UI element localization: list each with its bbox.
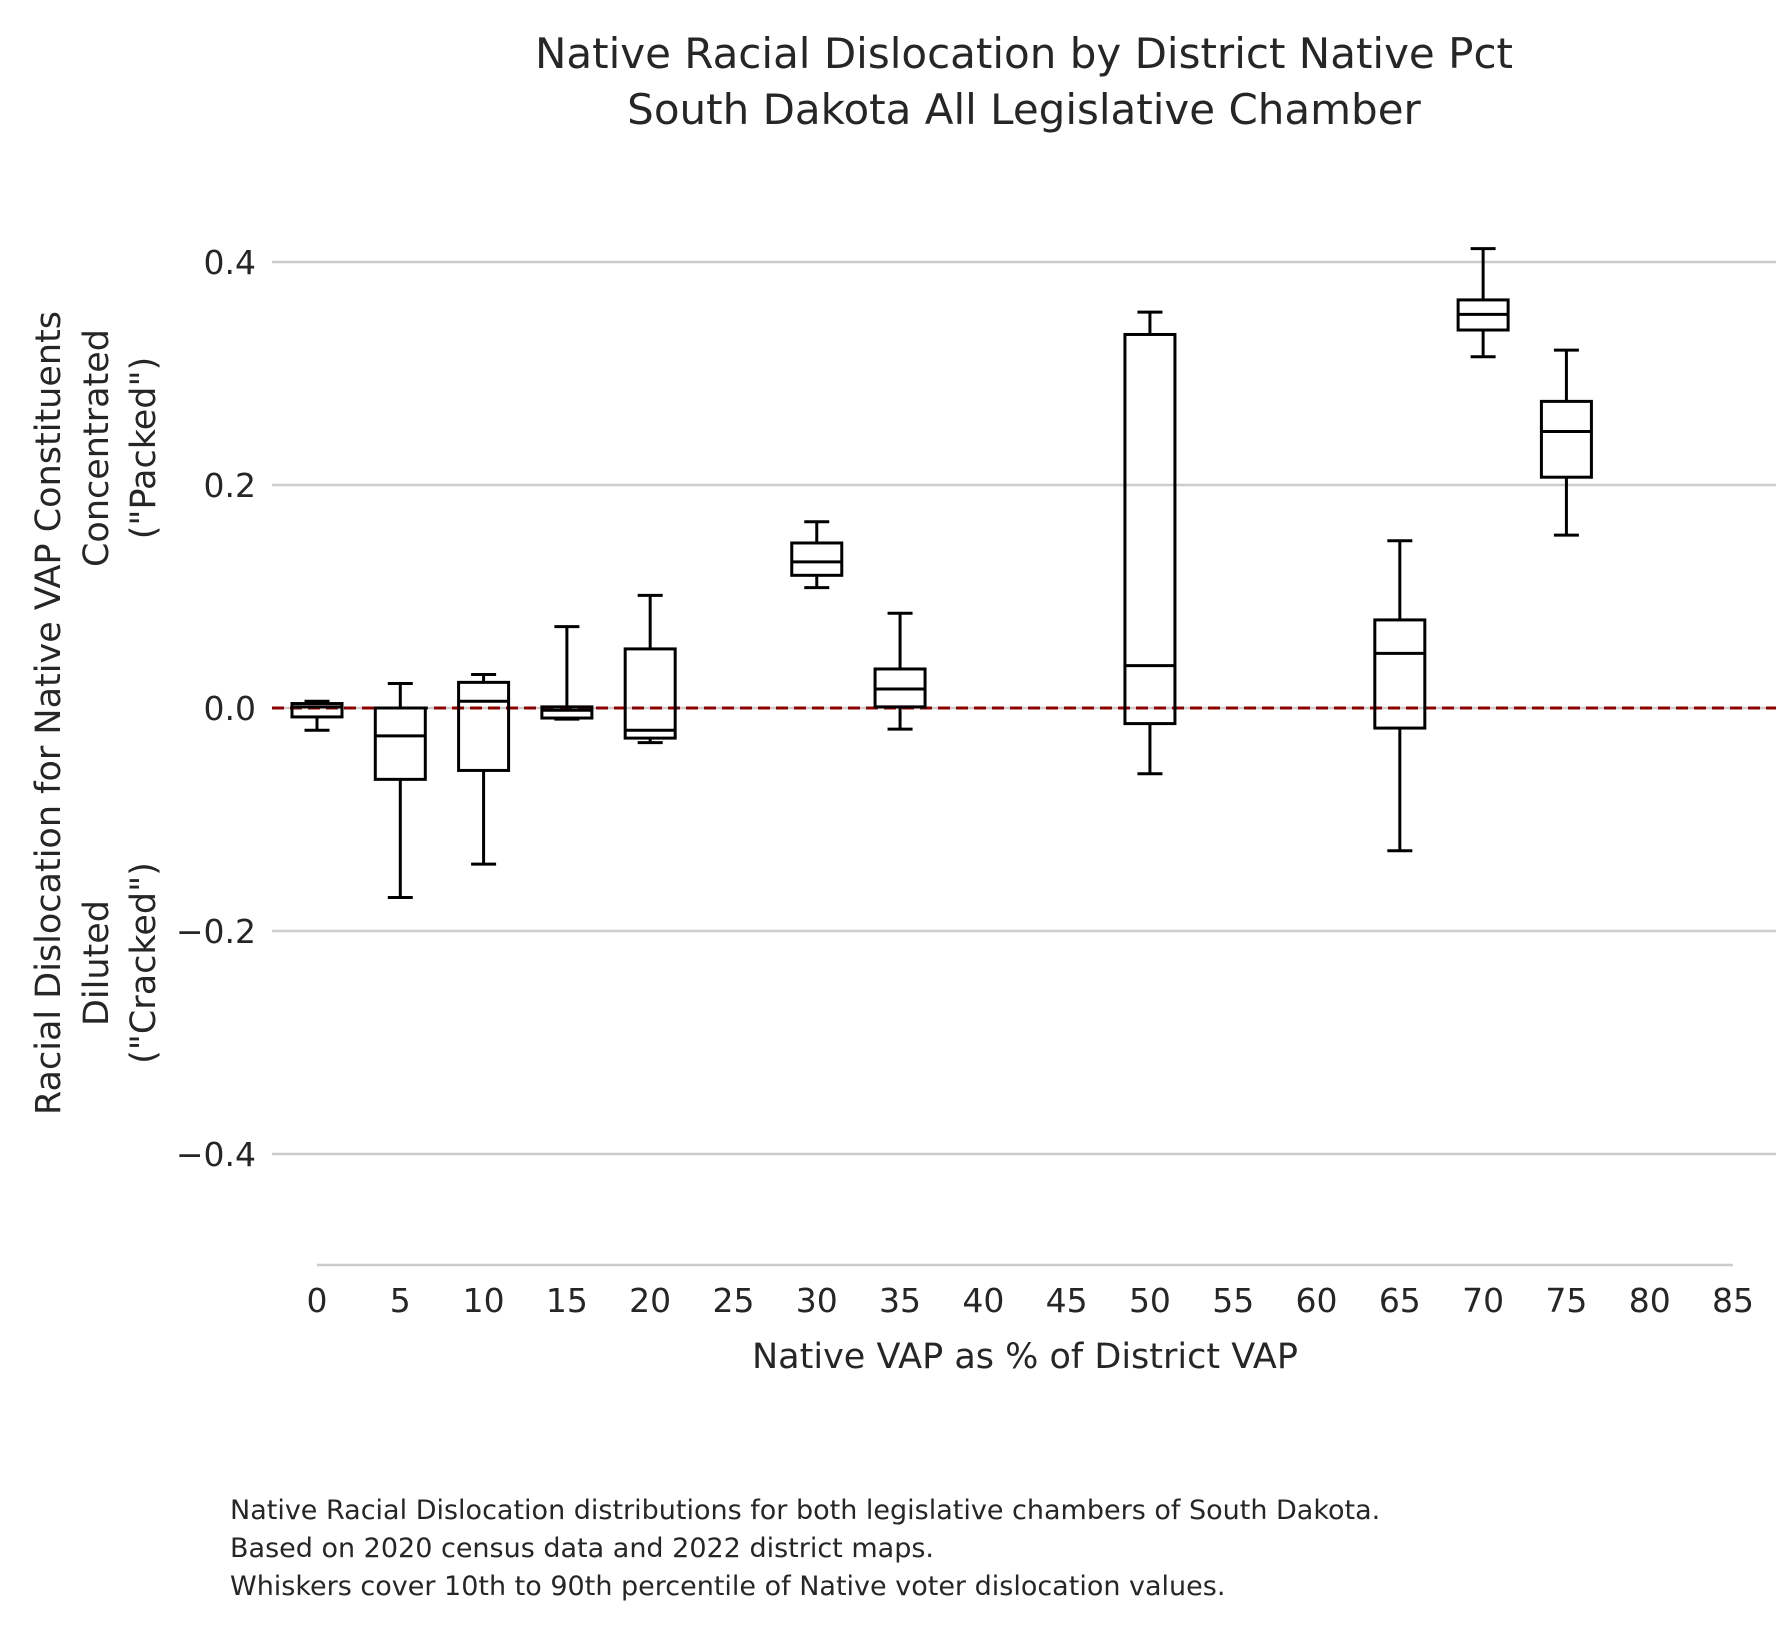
x-tick-label: 10 bbox=[463, 1281, 505, 1320]
x-tick-label: 40 bbox=[962, 1281, 1004, 1320]
y-axis-label-main: Racial Dislocation for Native VAP Consti… bbox=[29, 311, 69, 1115]
x-tick-label: 35 bbox=[879, 1281, 921, 1320]
y-axis-label-concentrated: Concentrated bbox=[77, 329, 117, 567]
y-gridlines bbox=[272, 260, 1776, 1156]
x-tick-label: 5 bbox=[390, 1281, 411, 1320]
box-plot-0 bbox=[290, 699, 344, 732]
x-tick-label: 75 bbox=[1545, 1281, 1587, 1320]
iqr-box bbox=[540, 705, 594, 720]
iqr-box bbox=[623, 647, 677, 740]
y-tick-label: 0.4 bbox=[204, 243, 256, 282]
iqr-box bbox=[1373, 618, 1427, 730]
caption-line-3: Whiskers cover 10th to 90th percentile o… bbox=[230, 1571, 1226, 1602]
x-tick-label: 25 bbox=[712, 1281, 754, 1320]
y-axis-label-packed: ("Packed") bbox=[124, 357, 164, 540]
x-tick-labels: 0 5 10 15 20 25 30 35 40 45 50 55 60 65 70 75 80 85 bbox=[307, 1281, 1755, 1320]
iqr-box bbox=[457, 680, 511, 772]
box-plots bbox=[290, 247, 1593, 900]
chart-title-line-1: Native Racial Dislocation by District Na… bbox=[535, 29, 1513, 78]
x-tick-label: 85 bbox=[1712, 1281, 1754, 1320]
iqr-box bbox=[1539, 399, 1593, 479]
box-plot-15 bbox=[540, 625, 594, 721]
iqr-box bbox=[373, 706, 427, 781]
box-plot-75 bbox=[1539, 348, 1593, 537]
x-tick-label: 15 bbox=[546, 1281, 588, 1320]
x-tick-label: 80 bbox=[1629, 1281, 1671, 1320]
box-plot-70 bbox=[1456, 247, 1510, 359]
x-tick-label: 30 bbox=[796, 1281, 838, 1320]
x-tick-label: 60 bbox=[1296, 1281, 1338, 1320]
y-tick-label: −0.2 bbox=[176, 912, 256, 951]
x-tick-label: 65 bbox=[1379, 1281, 1421, 1320]
box-plot-5 bbox=[373, 681, 427, 900]
x-tick-label: 55 bbox=[1212, 1281, 1254, 1320]
y-axis-label-cracked: ("Cracked") bbox=[124, 862, 164, 1064]
y-tick-label: 0.0 bbox=[204, 689, 256, 728]
box-plot-10 bbox=[457, 673, 511, 866]
y-axis-label-diluted: Diluted bbox=[77, 900, 117, 1026]
chart-caption: Native Racial Dislocation distributions … bbox=[230, 1492, 1380, 1606]
box-plot-50 bbox=[1123, 310, 1177, 776]
y-tick-label: −0.4 bbox=[176, 1135, 256, 1174]
x-tick-label: 45 bbox=[1046, 1281, 1088, 1320]
iqr-box bbox=[1123, 332, 1177, 726]
box-plot-65 bbox=[1373, 539, 1427, 853]
iqr-box bbox=[790, 541, 844, 577]
y-tick-label: 0.2 bbox=[204, 466, 256, 505]
chart-title-line-2: South Dakota All Legislative Chamber bbox=[627, 85, 1421, 134]
y-tick-labels: 0.4 0.2 0.0 −0.2 −0.4 bbox=[176, 243, 256, 1174]
x-tick-label: 0 bbox=[307, 1281, 328, 1320]
box-plot-20 bbox=[623, 593, 677, 745]
x-tick-label: 50 bbox=[1129, 1281, 1171, 1320]
x-tick-label: 70 bbox=[1462, 1281, 1504, 1320]
iqr-box bbox=[290, 702, 344, 719]
caption-line-1: Native Racial Dislocation distributions … bbox=[230, 1495, 1381, 1526]
x-axis-label: Native VAP as % of District VAP bbox=[752, 1337, 1298, 1377]
box-plot-30 bbox=[790, 520, 844, 590]
box-plot-35 bbox=[873, 611, 927, 731]
x-tick-label: 20 bbox=[629, 1281, 671, 1320]
caption-line-2: Based on 2020 census data and 2022 distr… bbox=[230, 1533, 934, 1564]
